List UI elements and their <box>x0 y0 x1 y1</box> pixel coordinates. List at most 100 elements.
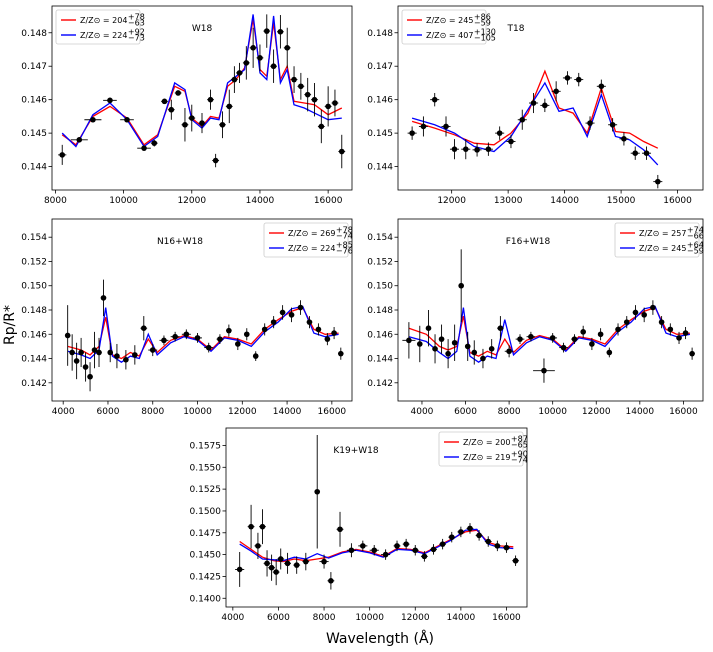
legend-label: Z/Z⊙ = 224 <box>288 244 335 253</box>
data-point <box>564 75 571 81</box>
data-point <box>337 526 343 533</box>
data-point <box>541 367 547 374</box>
x-tick-label: 10000 <box>538 407 567 417</box>
y-tick-label: 0.154 <box>21 233 47 243</box>
legend-box <box>401 9 487 45</box>
data-point <box>421 553 428 560</box>
data-point <box>288 312 295 318</box>
data-point <box>606 349 613 356</box>
data-point <box>217 336 223 342</box>
chart-panel: 12000 13000 14000 15000 16000 0.144 0.145 0.146… <box>367 5 704 206</box>
x-tick-label: 13000 <box>494 196 523 206</box>
data-point <box>331 330 337 336</box>
legend-upper-error: +87 <box>511 435 528 444</box>
legend-upper-error: +78 <box>128 13 145 22</box>
x-tick-label: 6000 <box>267 613 290 623</box>
x-tick-label: 14000 <box>273 407 302 417</box>
data-point <box>264 560 270 567</box>
data-point <box>448 534 455 540</box>
x-tick-label: 14000 <box>626 407 655 417</box>
data-point <box>632 150 639 156</box>
data-point <box>284 560 291 567</box>
data-point <box>519 116 526 123</box>
legend-lower-error: −59 <box>687 247 704 256</box>
data-point <box>485 538 492 545</box>
y-axis-title: Rp/R* <box>2 305 18 345</box>
x-tick-label: 6000 <box>454 407 477 417</box>
data-point <box>332 100 338 106</box>
x-tick-label: 12000 <box>401 613 430 623</box>
data-point <box>371 547 378 554</box>
legend-lower-error: −59 <box>474 19 491 28</box>
data-point <box>382 551 389 558</box>
data-point <box>438 336 445 342</box>
legend-lower-error: −74 <box>511 456 528 465</box>
data-point <box>149 347 156 353</box>
legend-label: Z/Z⊙ = 245 <box>426 16 473 25</box>
y-tick-label: 0.150 <box>21 282 47 292</box>
data-point <box>250 45 256 51</box>
series-line-blue <box>408 305 691 363</box>
data-point <box>59 152 66 158</box>
y-tick-label: 0.1400 <box>190 594 222 604</box>
data-point <box>151 140 158 146</box>
y-tick-label: 0.148 <box>21 306 47 316</box>
data-point <box>183 331 190 338</box>
legend-box <box>55 9 141 45</box>
data-point <box>480 355 486 362</box>
data-point <box>172 333 178 340</box>
data-point <box>431 96 438 103</box>
data-point <box>73 358 80 364</box>
data-point <box>69 349 75 356</box>
legend-label: Z/Z⊙ = 219 <box>463 453 510 462</box>
y-tick-label: 0.1575 <box>190 441 222 451</box>
data-point <box>445 350 451 357</box>
data-point <box>609 121 616 128</box>
y-tick-label: 0.146 <box>367 96 393 106</box>
x-tick-label: 15000 <box>607 196 636 206</box>
data-point <box>416 341 423 347</box>
data-point <box>140 325 147 332</box>
data-point <box>348 547 355 554</box>
data-point <box>205 344 212 351</box>
chart-panel: 4000 6000 8000 10000 12000 14000 16000 0.142 0.1… <box>21 218 353 417</box>
data-point <box>506 348 512 355</box>
panel-title: K19+W18 <box>333 446 379 456</box>
legend-label: Z/Z⊙ = 257 <box>639 229 686 238</box>
data-point <box>236 566 243 573</box>
data-point <box>443 123 449 130</box>
data-point <box>471 349 478 356</box>
data-point <box>231 76 238 83</box>
legend-upper-error: +85 <box>336 241 353 250</box>
data-point <box>87 373 93 380</box>
legend-label: Z/Z⊙ = 204 <box>80 16 127 25</box>
data-point <box>496 130 503 136</box>
data-point <box>207 96 214 103</box>
legend-label: Z/Z⊙ = 245 <box>639 244 686 253</box>
y-tick-label: 0.142 <box>367 379 393 389</box>
data-point <box>91 347 98 353</box>
legend-upper-error: +64 <box>687 241 704 250</box>
y-tick-label: 0.146 <box>21 330 47 340</box>
data-point <box>304 91 311 98</box>
data-point <box>430 546 437 553</box>
data-point <box>328 578 334 584</box>
data-point <box>580 329 586 335</box>
x-tick-label: 4000 <box>52 407 75 417</box>
data-point <box>257 55 263 61</box>
y-tick-label: 0.1525 <box>190 485 222 495</box>
data-point <box>641 312 647 318</box>
data-point <box>517 336 523 342</box>
legend-box <box>438 431 524 467</box>
x-tick-label: 16000 <box>663 196 692 206</box>
data-point <box>425 325 432 332</box>
data-point <box>530 100 537 106</box>
data-point <box>161 337 167 344</box>
data-point <box>277 28 284 35</box>
legend-upper-error: +90 <box>511 450 528 459</box>
data-point <box>667 326 674 333</box>
y-tick-label: 0.144 <box>367 355 393 365</box>
x-tick-label: 14000 <box>447 613 476 623</box>
data-point <box>123 356 129 363</box>
data-point <box>314 488 321 495</box>
